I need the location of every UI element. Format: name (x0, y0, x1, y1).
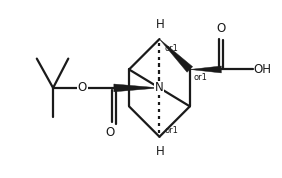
Polygon shape (190, 66, 221, 73)
Text: or1: or1 (164, 126, 178, 135)
Text: H: H (156, 145, 165, 158)
Text: O: O (78, 81, 87, 94)
Text: N: N (155, 81, 164, 94)
Text: or1: or1 (194, 73, 208, 82)
Text: OH: OH (253, 63, 271, 76)
Polygon shape (159, 39, 193, 72)
Text: O: O (105, 126, 114, 139)
Text: or1: or1 (165, 44, 179, 53)
Polygon shape (114, 84, 159, 92)
Text: O: O (217, 22, 226, 35)
Text: H: H (156, 18, 165, 31)
